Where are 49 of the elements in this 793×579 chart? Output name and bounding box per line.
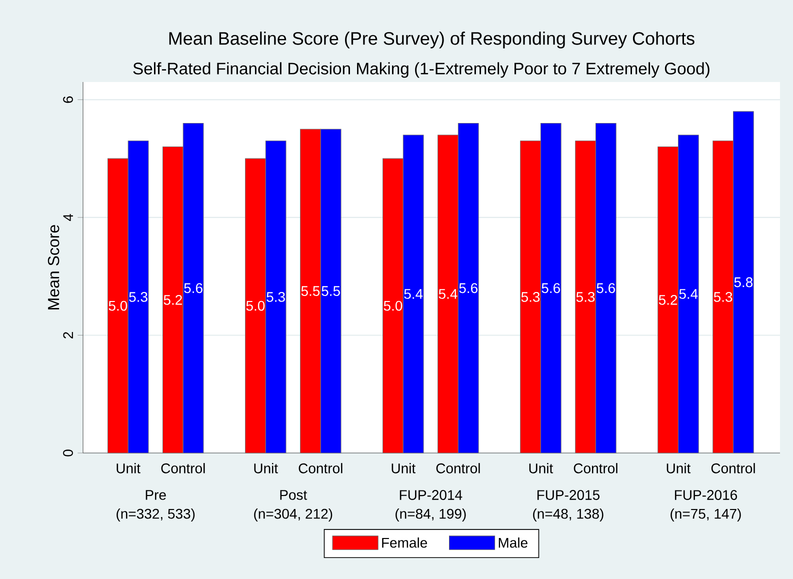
y-tick-label: 0 [63, 450, 73, 456]
data-label: 5.3 [576, 292, 595, 302]
data-label: 5.6 [459, 283, 478, 294]
y-tick-label: 2 [63, 332, 73, 338]
y-tick-label: 4 [63, 214, 73, 222]
chart-title: Mean Baseline Score (Pre Survey) of Responding Survey Cohorts [169, 32, 694, 48]
text: (n=48, 138) [533, 508, 604, 522]
x-tick-label: Control [574, 463, 618, 474]
x-tick-label: Unit [666, 463, 691, 474]
x-tick-label: Control [436, 463, 480, 474]
x-tick-label: Unit [116, 463, 140, 474]
data-label: 5.0 [108, 300, 128, 311]
chart-subtitle: Self-Rated Financial Decision Making (1-Extremely Poor to 7 Extremely Good) [133, 62, 710, 78]
text: (n=332, 533) [116, 508, 195, 522]
data-label: 5.3 [266, 292, 285, 302]
data-label: 5.8 [734, 277, 753, 288]
text: (n=75, 147) [670, 508, 741, 522]
text: FUP-2014 [400, 490, 462, 500]
legend-label: Female [382, 537, 428, 548]
data-label: 5.4 [679, 289, 698, 299]
data-label: 5.3 [714, 292, 732, 302]
x-tick-label: Control [161, 463, 205, 474]
data-label: 5.5 [322, 286, 340, 296]
data-label: 5.6 [184, 283, 202, 294]
text: Pre [146, 490, 166, 500]
text: FUP-2015 [537, 490, 600, 500]
y-tick-label: 6 [63, 96, 73, 103]
x-tick-label: Unit [392, 463, 416, 474]
data-label: 5.3 [129, 292, 148, 302]
y-axis-title: Mean Score [48, 225, 60, 310]
legend-label: Male [498, 537, 528, 548]
text: FUP-2016 [674, 490, 738, 500]
text: (n=304, 212) [254, 508, 332, 522]
data-label: 5.4 [404, 289, 423, 299]
text: Post [280, 490, 308, 500]
data-label: 5.2 [164, 294, 182, 305]
data-label: 5.5 [301, 286, 320, 296]
x-tick-label: Unit [529, 463, 554, 474]
data-label: 5.0 [384, 300, 402, 311]
data-label: 5.6 [542, 283, 560, 294]
data-label: 5.4 [438, 289, 458, 299]
data-label: 5.2 [658, 294, 678, 305]
x-tick-label: Control [711, 463, 755, 474]
x-tick-label: Control [298, 463, 342, 474]
data-label: 5.0 [246, 300, 265, 311]
text: (n=84, 199) [396, 508, 466, 522]
x-tick-label: Unit [254, 463, 278, 474]
data-label: 5.3 [521, 292, 540, 302]
data-label: 5.6 [596, 283, 616, 294]
